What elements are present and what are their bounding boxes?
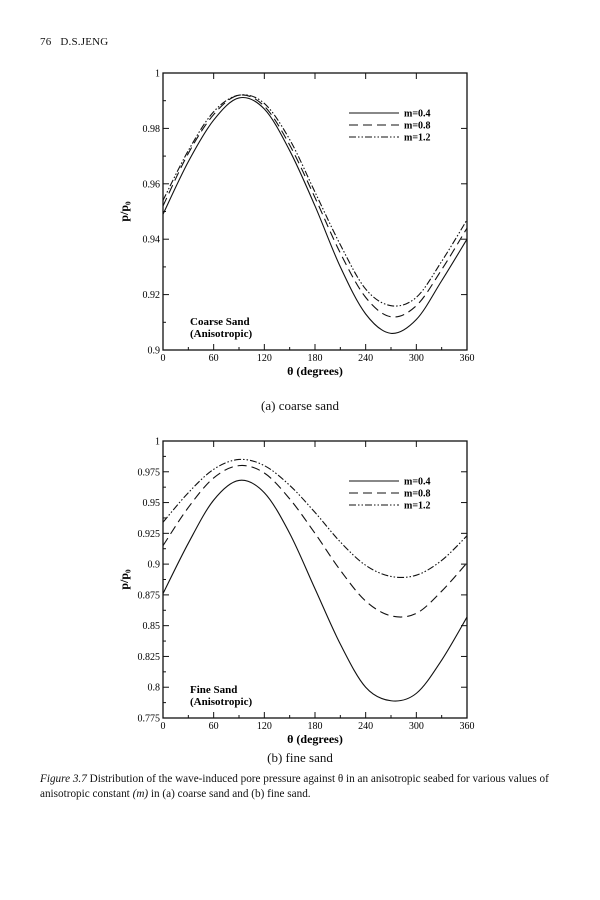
y-tick-label: 0.9 [148,346,161,357]
legend-label: m=1.2 [404,133,431,144]
x-tick-label: 120 [257,353,272,364]
x-tick-label: 120 [257,721,272,732]
y-tick-label: 1 [155,69,160,80]
caption-text-end: in (a) coarse sand and (b) fine sand. [148,788,311,800]
running-header: 76 D.S.JENG [40,36,114,48]
figure-caption: Figure 3.7 Distribution of the wave-indu… [40,772,565,802]
legend-label: m=0.8 [404,489,431,500]
legend-label: m=0.4 [404,109,431,120]
chart-annotation: (Anisotropic) [190,696,252,708]
subcaption-b: (b) fine sand [267,750,333,765]
chart-coarse-sand: 0 60 120 180 240 300 360 0.9 0.92 0.94 0.96 0.98 1 θ … [120,69,475,379]
chart-fine-sand: 0 60 120 180 240 300 360 0.775 0.8 0.825 0.85 0.875… [120,437,475,747]
y-tick-label: 0.775 [138,714,161,725]
legend-label: m=0.8 [404,121,431,132]
y-axis-label: p/p₀ [120,201,131,222]
x-axis-label: θ (degrees) [287,364,343,378]
x-tick-label: 0 [161,353,166,364]
y-tick-label: 0.92 [143,290,161,301]
legend-label: m=0.4 [404,477,431,488]
y-tick-label: 0.85 [143,621,161,632]
x-tick-label: 360 [460,353,475,364]
caption-text: Distribution of the wave-induced pore pr… [40,773,549,800]
series-line-m-1-2 [162,458,468,579]
x-tick-label: 180 [308,721,323,732]
legend-label: m=1.2 [404,501,431,512]
chart-annotation: Coarse Sand [190,316,250,328]
y-tick-label: 1 [155,437,160,448]
caption-variable: (m) [132,788,149,800]
y-tick-label: 0.8 [148,683,161,694]
x-tick-label: 0 [161,721,166,732]
y-tick-label: 0.94 [143,235,161,246]
page-number: 76 [40,36,52,48]
x-tick-label: 360 [460,721,475,732]
y-tick-label: 0.825 [138,652,161,663]
series-line-m-1-2 [162,94,468,307]
series-line-m-0-8 [162,464,468,618]
y-tick-label: 0.925 [138,529,161,540]
y-tick-label: 0.9 [148,560,161,571]
y-tick-label: 0.96 [143,179,161,190]
figure-label: Figure 3.7 [40,773,87,785]
x-tick-label: 180 [308,353,323,364]
chart-annotation: Fine Sand [190,684,237,696]
x-axis-label: θ (degrees) [287,732,343,746]
series-line-m-0-4 [162,479,468,702]
author-name: D.S.JENG [60,36,109,48]
y-tick-label: 0.95 [143,498,161,509]
y-axis-label: p/p₀ [120,569,131,590]
x-tick-label: 240 [358,721,373,732]
x-tick-label: 60 [209,353,219,364]
series-line-m-0-8 [162,94,468,318]
y-tick-label: 0.875 [138,590,161,601]
x-tick-label: 300 [409,353,424,364]
y-tick-label: 0.975 [138,467,161,478]
subcaption-a: (a) coarse sand [261,398,339,413]
y-tick-label: 0.98 [143,124,161,135]
x-tick-label: 240 [358,353,373,364]
x-tick-label: 60 [209,721,219,732]
x-tick-label: 300 [409,721,424,732]
series-line-m-0-4 [162,96,468,334]
chart-annotation: (Anisotropic) [190,328,252,340]
